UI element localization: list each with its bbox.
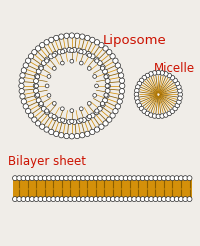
Bar bbox=[13, 179, 192, 198]
Text: Bilayer sheet: Bilayer sheet bbox=[8, 155, 86, 168]
Text: Liposome: Liposome bbox=[103, 34, 166, 46]
Text: Micelle: Micelle bbox=[154, 62, 195, 75]
